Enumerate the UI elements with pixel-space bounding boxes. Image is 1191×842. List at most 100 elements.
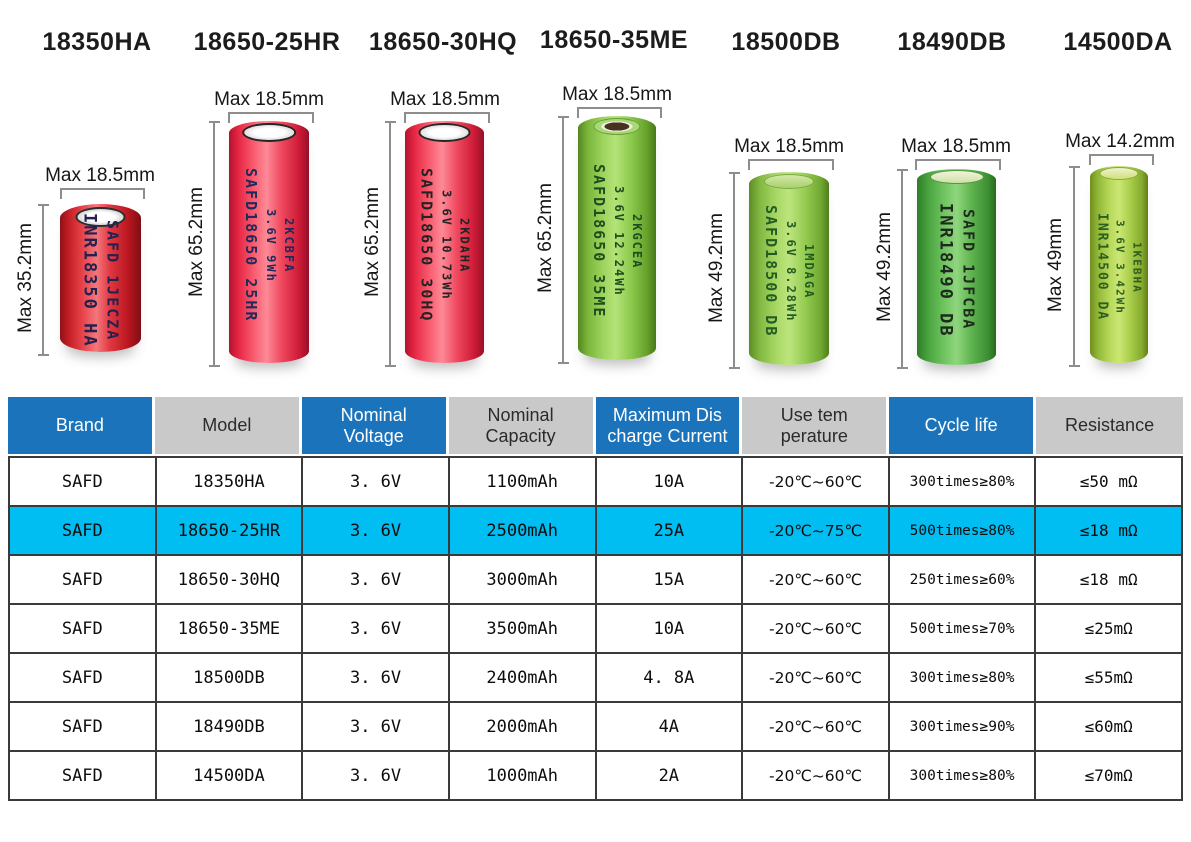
table-row-18500DB: SAFD 18500DB 3. 6V 2400mAh 4. 8A -20℃~60… — [8, 652, 1183, 703]
battery-print-line: 3.6V 9Wh — [264, 208, 278, 283]
width-dimension-line — [748, 159, 834, 170]
table-cell: 18650-25HR — [154, 505, 304, 556]
table-cell: 1100mAh — [447, 456, 597, 507]
table-cell: 18490DB — [154, 701, 304, 752]
battery-print-line: 2KDAHA — [457, 217, 472, 274]
column-header-brand: Brand — [8, 397, 155, 454]
table-cell: 500times≥70% — [887, 603, 1037, 654]
height-dimension-label: Max 49.2mm — [874, 212, 895, 322]
width-dimension-label: Max 18.5mm — [45, 165, 155, 186]
battery-body: SAFD18650 25HR 3.6V 9Wh 2KCBFA — [229, 121, 309, 363]
column-header-voltage: Nominal Voltage — [301, 397, 449, 454]
table-row-18350HA: SAFD 18350HA 3. 6V 1100mAh 10A -20℃~60℃ … — [8, 456, 1183, 507]
table-cell: 2A — [594, 750, 744, 801]
column-header-resistance: Resistance — [1036, 397, 1183, 454]
battery-print-line: 1MDAGA — [802, 243, 816, 300]
spec-table: SAFD 18350HA 3. 6V 1100mAh 10A -20℃~60℃ … — [8, 456, 1183, 801]
battery-cap — [418, 123, 471, 142]
battery-model-label: 14500DA — [1063, 28, 1173, 56]
battery-print-line: 2KGCEA — [630, 213, 644, 270]
table-cell: 3. 6V — [301, 603, 450, 654]
table-cell: 14500DA — [154, 750, 304, 801]
width-dimension-label: Max 18.5mm — [390, 89, 500, 110]
height-dimension-label: Max 49.2mm — [706, 213, 727, 323]
table-cell: 3. 6V — [301, 701, 450, 752]
battery-cap — [764, 174, 814, 189]
width-dimension-line — [404, 112, 490, 123]
height-dimension-line — [38, 204, 49, 356]
table-cell: -20℃~60℃ — [741, 603, 890, 654]
table-cell: SAFD — [8, 603, 157, 654]
table-cell: 18350HA — [154, 456, 304, 507]
table-cell: 18500DB — [154, 652, 304, 703]
battery-print-line: SAFD 1JECZA — [103, 219, 122, 341]
width-dimension-line — [577, 107, 662, 118]
table-cell: 25A — [594, 505, 744, 556]
table-cell: ≤55mΩ — [1034, 652, 1183, 703]
battery-cap — [1099, 167, 1139, 180]
battery-print-line: 3.6V 10.73Wh — [439, 190, 454, 301]
battery-model-label: 18650-35ME — [539, 26, 689, 54]
height-dimension-line — [558, 116, 569, 364]
table-cell: 3. 6V — [301, 554, 450, 605]
battery-print-line: SAFD 1JFCBA — [959, 209, 978, 331]
battery-print-line: 3.6V 12.24Wh — [612, 186, 626, 298]
battery-body: INR14500 DA 3.6V 3.42Wh 1KEBHA — [1090, 166, 1148, 363]
table-cell: ≤25mΩ — [1034, 603, 1183, 654]
height-dimension-label: Max 65.2mm — [535, 183, 556, 293]
table-cell: -20℃~75℃ — [741, 505, 890, 556]
battery-print-line: 3.6V 3.42Wh — [1113, 220, 1127, 315]
column-header-temperature: Use tem perature — [742, 397, 890, 454]
width-dimension-line — [1089, 154, 1154, 165]
width-dimension-label: Max 18.5mm — [901, 136, 1011, 157]
table-cell: 2400mAh — [447, 652, 597, 703]
table-cell: SAFD — [8, 456, 157, 507]
table-cell: 500times≥80% — [887, 505, 1037, 556]
height-dimension-label: Max 35.2mm — [15, 223, 36, 333]
width-dimension-line — [228, 112, 314, 123]
table-row-18650-30HQ: SAFD 18650-30HQ 3. 6V 3000mAh 15A -20℃~6… — [8, 554, 1183, 605]
table-cell: -20℃~60℃ — [741, 750, 890, 801]
height-dimension-label: Max 65.2mm — [186, 187, 207, 297]
battery-print-line: 3.6V 8.28Wh — [784, 220, 798, 323]
width-dimension-label: Max 18.5mm — [734, 136, 844, 157]
battery-model-label: 18490DB — [897, 28, 1007, 56]
table-cell: 300times≥80% — [887, 750, 1037, 801]
width-dimension-label: Max 14.2mm — [1065, 131, 1175, 152]
table-cell: ≤18 mΩ — [1034, 554, 1183, 605]
table-row-14500DA: SAFD 14500DA 3. 6V 1000mAh 2A -20℃~60℃ 3… — [8, 750, 1183, 801]
table-cell: ≤70mΩ — [1034, 750, 1183, 801]
battery-body: SAFD18650 35ME 3.6V 12.24Wh 2KGCEA — [578, 116, 656, 360]
battery-print-line: INR14500 DA — [1094, 213, 1110, 322]
table-cell: -20℃~60℃ — [741, 652, 890, 703]
battery-body: SAFD18500 DB 3.6V 8.28Wh 1MDAGA — [749, 172, 829, 365]
table-cell: -20℃~60℃ — [741, 554, 890, 605]
table-cell: 4. 8A — [594, 652, 744, 703]
table-cell: 300times≥80% — [887, 652, 1037, 703]
width-dimension-line — [60, 188, 145, 199]
spec-section: Brand Model Nominal Voltage Nominal Capa… — [8, 397, 1183, 801]
battery-body: INR18350 HA SAFD 1JECZA — [60, 204, 141, 352]
table-cell: 3. 6V — [301, 505, 450, 556]
column-header-cycle-life: Cycle life — [889, 397, 1037, 454]
battery-print-line: SAFD18650 35ME — [590, 164, 608, 319]
table-cell: 4A — [594, 701, 744, 752]
battery-print-line: INR18350 HA — [79, 212, 100, 348]
battery-model-label: 18350HA — [42, 28, 152, 56]
height-dimension-label: Max 49mm — [1045, 218, 1066, 312]
battery-print-line: SAFD18650 30HQ — [417, 168, 436, 323]
battery-cap — [593, 118, 641, 135]
table-cell: SAFD — [8, 505, 157, 556]
table-cell: 2500mAh — [447, 505, 597, 556]
column-header-model: Model — [154, 397, 302, 454]
battery-model-label: 18650-30HQ — [368, 28, 518, 56]
width-dimension-line — [915, 159, 1001, 170]
table-cell: SAFD — [8, 701, 157, 752]
table-cell: -20℃~60℃ — [741, 701, 890, 752]
battery-body: SAFD18650 30HQ 3.6V 10.73Wh 2KDAHA — [405, 121, 484, 363]
battery-body: INR18490 DB SAFD 1JFCBA — [917, 169, 996, 365]
table-cell: 300times≥90% — [887, 701, 1037, 752]
table-cell: 15A — [594, 554, 744, 605]
battery-model-label: 18500DB — [731, 28, 841, 56]
